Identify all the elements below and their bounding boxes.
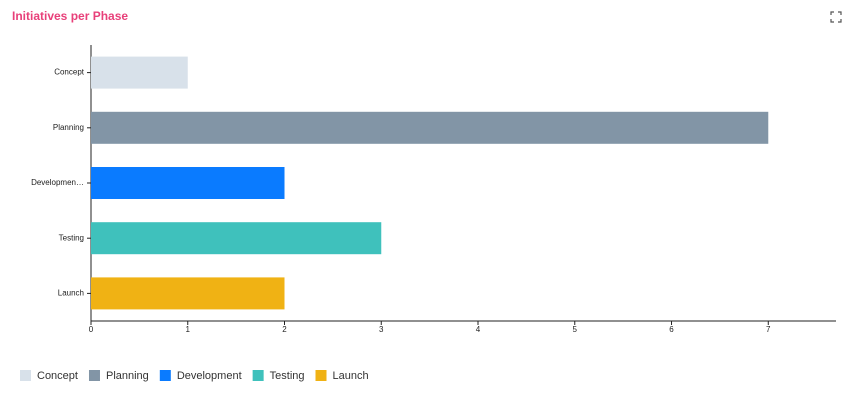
legend-swatch xyxy=(20,370,31,381)
x-tick-label: 1 xyxy=(186,325,191,334)
legend-label: Launch xyxy=(333,370,369,382)
legend-label: Development xyxy=(177,370,242,382)
legend-label: Testing xyxy=(270,370,305,382)
legend-swatch xyxy=(315,370,327,381)
bar xyxy=(91,277,285,310)
x-tick-label: 3 xyxy=(379,325,384,334)
chart-title: Initiatives per Phase xyxy=(12,9,128,23)
y-tick-label: Concept xyxy=(54,68,85,77)
bar xyxy=(91,167,285,199)
legend-label: Planning xyxy=(106,370,149,382)
x-tick-label: 6 xyxy=(669,325,674,334)
y-tick-label: Developmen… xyxy=(31,178,84,187)
x-tick-label: 7 xyxy=(766,325,771,334)
legend-swatch xyxy=(159,370,171,381)
y-tick-label: Testing xyxy=(59,233,84,242)
x-tick-label: 4 xyxy=(476,325,481,334)
legend-label: Concept xyxy=(37,370,78,382)
y-tick-label: Planning xyxy=(53,123,84,132)
bar xyxy=(91,56,188,89)
x-tick-label: 5 xyxy=(573,325,578,334)
x-tick-label: 0 xyxy=(89,325,94,334)
legend-swatch xyxy=(252,370,264,381)
bar xyxy=(91,111,769,144)
expand-icon[interactable] xyxy=(830,11,842,23)
legend-swatch xyxy=(88,370,100,381)
y-tick-label: Launch xyxy=(58,289,84,298)
x-tick-label: 2 xyxy=(282,325,287,334)
bar xyxy=(91,222,382,255)
